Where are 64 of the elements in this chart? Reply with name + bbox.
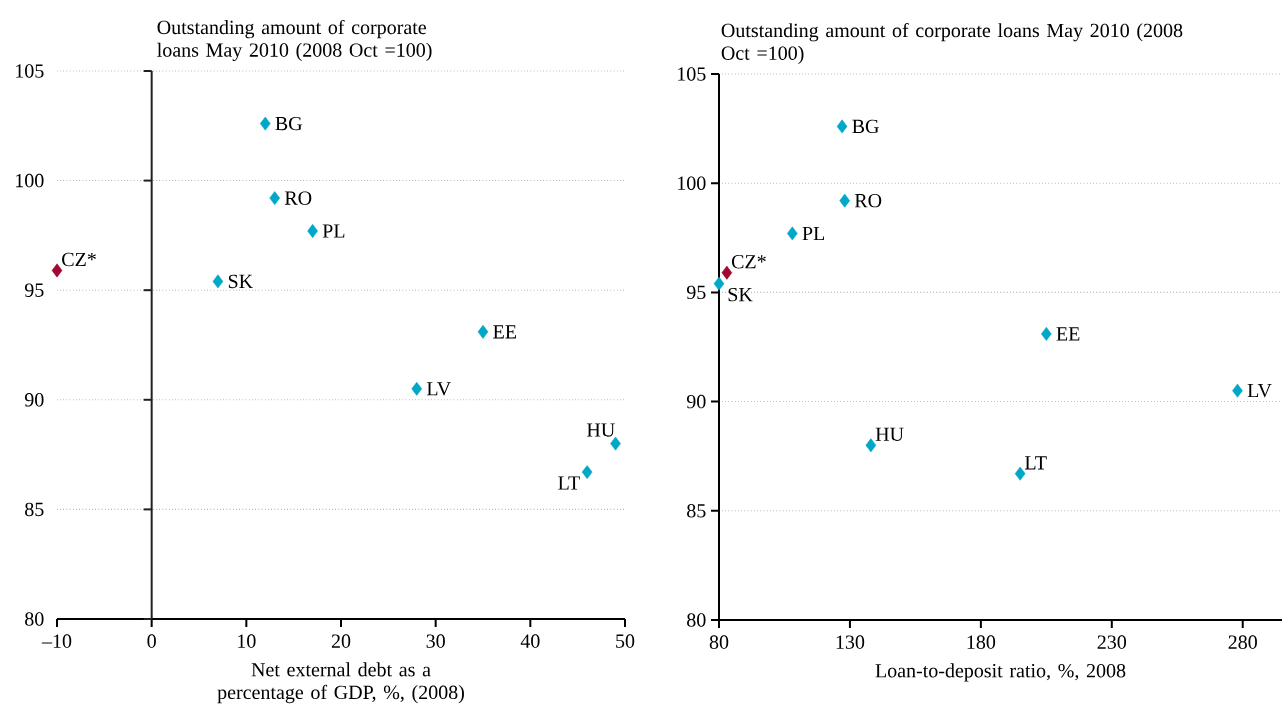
- point: [865, 438, 877, 453]
- point: [411, 381, 422, 396]
- point: [1041, 326, 1052, 341]
- point: [307, 224, 318, 238]
- x-tick-label: 230: [1097, 635, 1127, 649]
- x-tick-label: 180: [967, 635, 996, 649]
- point: [581, 465, 593, 480]
- y-tick-label: 80: [25, 612, 44, 626]
- annotation: PL: [322, 224, 345, 238]
- point: [839, 193, 850, 208]
- x-tick-label: 80: [709, 635, 729, 649]
- annotation: RO: [854, 193, 882, 208]
- x-axis-title: Loan-to-deposit ratio, %, 2008: [875, 663, 1126, 682]
- y-tick-label: 100: [678, 176, 706, 190]
- annotation: BG: [275, 116, 303, 131]
- x-tick-label: 40: [520, 634, 540, 648]
- point: [477, 324, 489, 339]
- annotation: LV: [1247, 383, 1272, 398]
- x-tick-label: 10: [238, 634, 256, 648]
- annotation: RO: [284, 191, 312, 205]
- x-tick-label: 20: [331, 634, 351, 648]
- annotation: HU: [586, 423, 615, 437]
- point: [1232, 383, 1243, 398]
- annotation: EE: [1056, 327, 1080, 341]
- y-tick-label: 85: [25, 502, 44, 517]
- point: [836, 119, 848, 134]
- annotation: SK: [728, 287, 753, 302]
- annotation: CZ*: [731, 255, 766, 269]
- point: [713, 276, 725, 291]
- chart-title: Outstanding amount of corporate loans May 2010 (2008 Oct =100): [157, 19, 432, 61]
- x-tick-label: 0: [147, 634, 156, 648]
- y-tick-label: 90: [24, 393, 44, 407]
- point: [260, 116, 271, 131]
- x-tick-label: –10: [41, 634, 72, 648]
- y-tick-label: 95: [686, 285, 706, 300]
- annotation: PL: [802, 226, 825, 240]
- y-tick-label: 95: [24, 283, 44, 297]
- y-tick-label: 85: [687, 504, 706, 518]
- annotation: HU: [875, 427, 904, 441]
- y-tick-label: 80: [687, 613, 706, 627]
- chart-title: Outstanding amount of corporate loans May 2010 (2008 Oct =100): [721, 22, 1183, 64]
- point: [721, 265, 733, 280]
- annotation: EE: [493, 325, 517, 339]
- point: [269, 191, 281, 206]
- annotation: LT: [558, 476, 580, 490]
- x-tick-label: 30: [426, 634, 445, 648]
- annotation: CZ*: [62, 252, 96, 267]
- point: [212, 274, 224, 289]
- x-tick-label: 280: [1228, 635, 1257, 649]
- y-tick-label: 105: [16, 64, 44, 78]
- point: [610, 436, 621, 451]
- point: [1014, 466, 1026, 481]
- point: [787, 226, 798, 241]
- x-axis-title: Net external debt as a percentage of GDP, %, (2008): [217, 662, 464, 704]
- annotation: LT: [1025, 456, 1047, 470]
- x-tick-label: 130: [836, 635, 865, 649]
- y-tick-label: 100: [16, 173, 44, 188]
- y-tick-label: 90: [686, 394, 706, 409]
- point: [51, 263, 63, 278]
- annotation: LV: [426, 382, 451, 396]
- annotation: SK: [228, 274, 253, 289]
- x-tick-label: 50: [616, 634, 635, 648]
- annotation: BG: [852, 119, 879, 134]
- y-tick-label: 105: [678, 67, 706, 81]
